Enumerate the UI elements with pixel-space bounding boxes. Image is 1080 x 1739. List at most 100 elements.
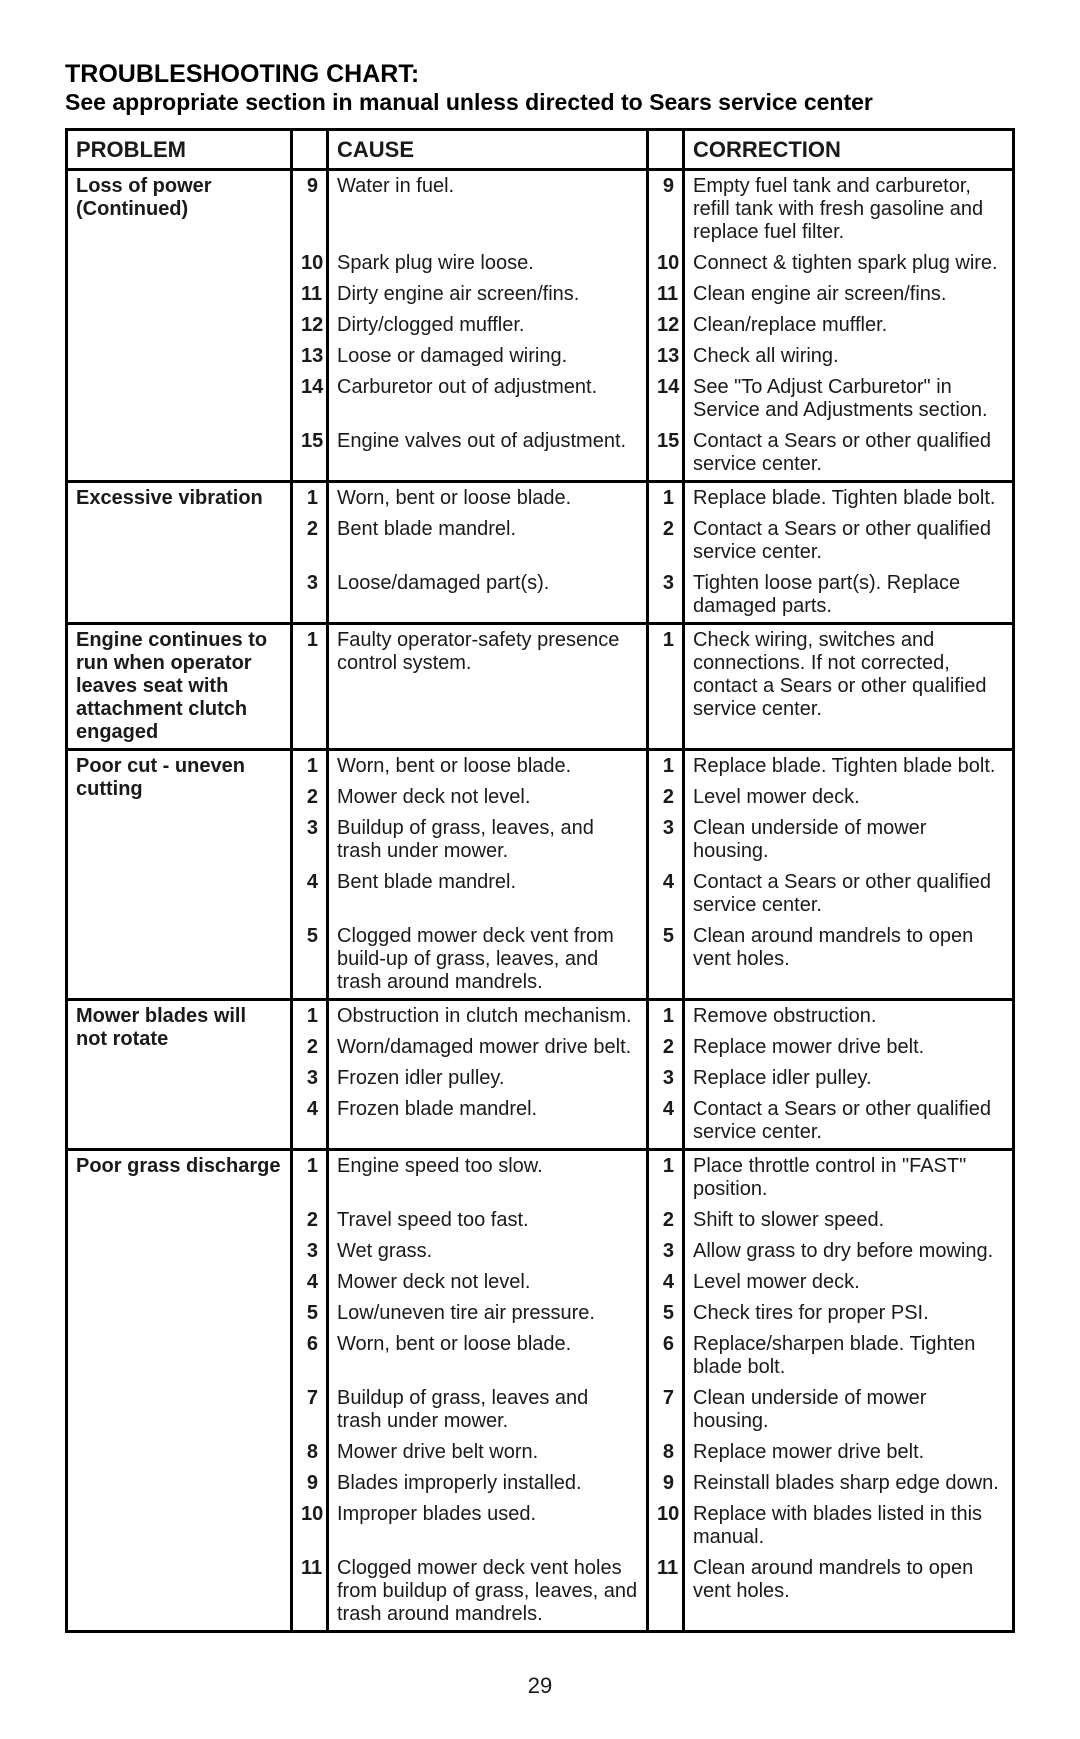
cause-text: Travel speed too fast. <box>328 1205 648 1236</box>
cause-number: 2 <box>292 1205 328 1236</box>
cause-text: Mower drive belt worn. <box>328 1437 648 1468</box>
cause-text: Improper blades used. <box>328 1499 648 1553</box>
cause-text: Bent blade mandrel. <box>328 867 648 921</box>
cause-text: Frozen blade mandrel. <box>328 1094 648 1150</box>
page-number: 29 <box>65 1673 1015 1699</box>
cause-text: Bent blade mandrel. <box>328 514 648 568</box>
cause-number: 9 <box>292 170 328 249</box>
problem-cell: Poor cut - uneven cutting <box>67 750 292 1000</box>
correction-number: 11 <box>648 279 684 310</box>
correction-text: Clean around mandrels to open vent holes… <box>684 921 1014 1000</box>
cause-number: 15 <box>292 426 328 482</box>
correction-text: Check tires for proper PSI. <box>684 1298 1014 1329</box>
correction-number: 2 <box>648 1032 684 1063</box>
correction-number: 1 <box>648 624 684 750</box>
header-correction: CORRECTION <box>684 130 1014 170</box>
correction-number: 4 <box>648 1267 684 1298</box>
correction-text: Clean around mandrels to open vent holes… <box>684 1553 1014 1632</box>
correction-text: Level mower deck. <box>684 1267 1014 1298</box>
cause-number: 13 <box>292 341 328 372</box>
correction-number: 3 <box>648 1236 684 1267</box>
title-main: TROUBLESHOOTING CHART: <box>65 60 1015 89</box>
cause-text: Frozen idler pulley. <box>328 1063 648 1094</box>
correction-number: 10 <box>648 248 684 279</box>
cause-number: 1 <box>292 1000 328 1033</box>
cause-number: 3 <box>292 1063 328 1094</box>
correction-number: 3 <box>648 568 684 624</box>
cause-text: Spark plug wire loose. <box>328 248 648 279</box>
correction-text: Empty fuel tank and carburetor, refill t… <box>684 170 1014 249</box>
cause-number: 8 <box>292 1437 328 1468</box>
cause-text: Engine speed too slow. <box>328 1150 648 1206</box>
correction-number: 4 <box>648 867 684 921</box>
title-block: TROUBLESHOOTING CHART: See appropriate s… <box>65 60 1015 116</box>
correction-text: Contact a Sears or other qualified servi… <box>684 1094 1014 1150</box>
correction-text: Contact a Sears or other qualified servi… <box>684 867 1014 921</box>
cause-number: 3 <box>292 813 328 867</box>
correction-text: See "To Adjust Carburetor" in Service an… <box>684 372 1014 426</box>
correction-number: 1 <box>648 750 684 783</box>
correction-number: 5 <box>648 1298 684 1329</box>
cause-text: Mower deck not level. <box>328 1267 648 1298</box>
correction-number: 5 <box>648 921 684 1000</box>
header-num-blank <box>292 130 328 170</box>
cause-number: 3 <box>292 568 328 624</box>
correction-text: Clean underside of mower housing. <box>684 813 1014 867</box>
cause-text: Loose or damaged wiring. <box>328 341 648 372</box>
correction-text: Replace blade. Tighten blade bolt. <box>684 482 1014 515</box>
cause-number: 2 <box>292 514 328 568</box>
correction-text: Replace mower drive belt. <box>684 1032 1014 1063</box>
correction-text: Contact a Sears or other qualified servi… <box>684 514 1014 568</box>
cause-number: 10 <box>292 1499 328 1553</box>
cause-text: Worn, bent or loose blade. <box>328 750 648 783</box>
correction-text: Tighten loose part(s). Replace damaged p… <box>684 568 1014 624</box>
correction-text: Replace idler pulley. <box>684 1063 1014 1094</box>
correction-number: 2 <box>648 1205 684 1236</box>
correction-text: Place throttle control in "FAST" positio… <box>684 1150 1014 1206</box>
cause-number: 4 <box>292 867 328 921</box>
cause-text: Dirty/clogged muffler. <box>328 310 648 341</box>
troubleshooting-table: PROBLEMCAUSECORRECTIONLoss of power (Con… <box>65 128 1015 1633</box>
cause-text: Clogged mower deck vent holes from build… <box>328 1553 648 1632</box>
cause-number: 3 <box>292 1236 328 1267</box>
correction-text: Clean underside of mower housing. <box>684 1383 1014 1437</box>
header-cause: CAUSE <box>328 130 648 170</box>
cause-text: Carburetor out of adjustment. <box>328 372 648 426</box>
correction-number: 1 <box>648 1000 684 1033</box>
cause-number: 6 <box>292 1329 328 1383</box>
cause-text: Obstruction in clutch mechanism. <box>328 1000 648 1033</box>
cause-number: 10 <box>292 248 328 279</box>
correction-text: Replace mower drive belt. <box>684 1437 1014 1468</box>
correction-text: Replace with blades listed in this manua… <box>684 1499 1014 1553</box>
cause-text: Dirty engine air screen/fins. <box>328 279 648 310</box>
correction-text: Contact a Sears or other qualified servi… <box>684 426 1014 482</box>
cause-number: 1 <box>292 482 328 515</box>
cause-number: 9 <box>292 1468 328 1499</box>
problem-cell: Excessive vibration <box>67 482 292 624</box>
correction-text: Clean/replace muffler. <box>684 310 1014 341</box>
correction-text: Level mower deck. <box>684 782 1014 813</box>
problem-cell: Mower blades will not rotate <box>67 1000 292 1150</box>
correction-number: 8 <box>648 1437 684 1468</box>
correction-number: 2 <box>648 782 684 813</box>
title-sub: See appropriate section in manual unless… <box>65 89 1015 116</box>
cause-text: Clogged mower deck vent from build-up of… <box>328 921 648 1000</box>
cause-text: Worn, bent or loose blade. <box>328 1329 648 1383</box>
correction-text: Allow grass to dry before mowing. <box>684 1236 1014 1267</box>
cause-number: 2 <box>292 1032 328 1063</box>
cause-number: 5 <box>292 1298 328 1329</box>
cause-text: Engine valves out of adjustment. <box>328 426 648 482</box>
correction-text: Check all wiring. <box>684 341 1014 372</box>
cause-text: Wet grass. <box>328 1236 648 1267</box>
correction-text: Shift to slower speed. <box>684 1205 1014 1236</box>
correction-number: 12 <box>648 310 684 341</box>
cause-text: Buildup of grass, leaves, and trash unde… <box>328 813 648 867</box>
correction-text: Clean engine air screen/fins. <box>684 279 1014 310</box>
cause-number: 4 <box>292 1094 328 1150</box>
cause-number: 4 <box>292 1267 328 1298</box>
cause-number: 14 <box>292 372 328 426</box>
correction-number: 4 <box>648 1094 684 1150</box>
correction-number: 9 <box>648 170 684 249</box>
problem-cell: Engine continues to run when operator le… <box>67 624 292 750</box>
cause-text: Mower deck not level. <box>328 782 648 813</box>
